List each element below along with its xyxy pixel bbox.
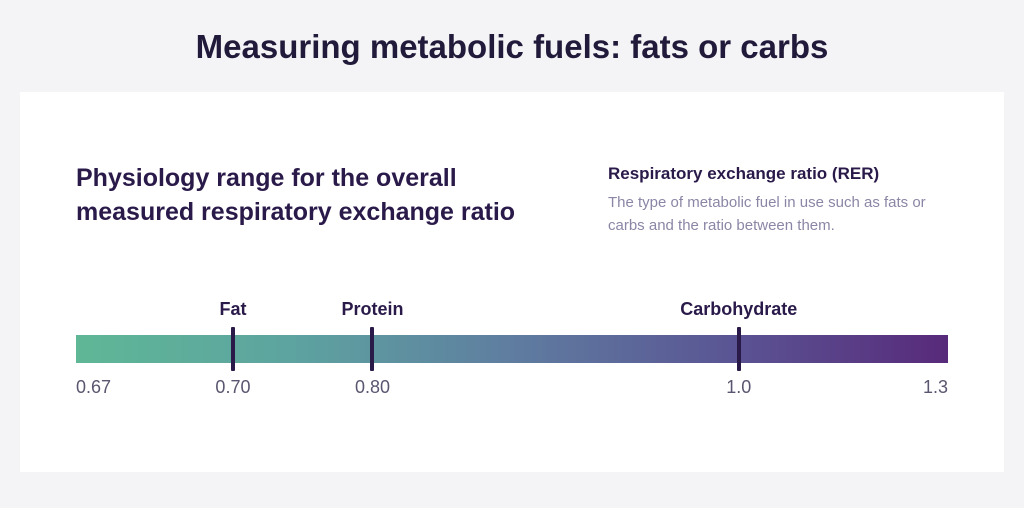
- gradient-bar: [76, 335, 948, 363]
- scale-value: 1.0: [726, 377, 751, 398]
- definition-title: Respiratory exchange ratio (RER): [608, 164, 948, 184]
- page-title: Measuring metabolic fuels: fats or carbs: [20, 28, 1004, 66]
- scale-end-value: 0.67: [76, 377, 111, 398]
- definition-desc: The type of metabolic fuel in use such a…: [608, 192, 948, 237]
- card: Physiology range for the overall measure…: [20, 92, 1004, 472]
- scale-value: 0.70: [215, 377, 250, 398]
- scale-tick: [231, 327, 235, 371]
- marker-label: Protein: [341, 299, 403, 320]
- marker-label: Carbohydrate: [680, 299, 797, 320]
- subtitle: Physiology range for the overall measure…: [76, 162, 556, 237]
- definition-block: Respiratory exchange ratio (RER) The typ…: [608, 162, 948, 237]
- scale-tick: [737, 327, 741, 371]
- scale-tick: [370, 327, 374, 371]
- scale-value: 0.80: [355, 377, 390, 398]
- rer-scale: Fat 0.70 Protein 0.80 Carbohydrate 1.0 0.67 1.3: [76, 299, 948, 409]
- page: Measuring metabolic fuels: fats or carbs…: [0, 0, 1024, 508]
- header-row: Physiology range for the overall measure…: [76, 162, 948, 237]
- marker-label: Fat: [219, 299, 246, 320]
- scale-end-value: 1.3: [923, 377, 948, 398]
